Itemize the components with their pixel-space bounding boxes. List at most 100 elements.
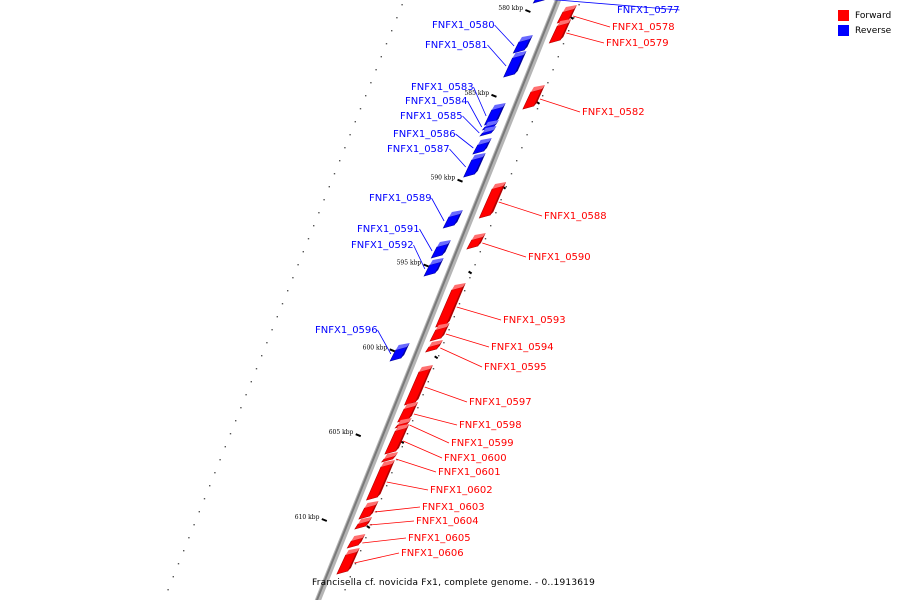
gene-fnfx1-0605 — [346, 534, 366, 549]
gene-label: FNFX1_0588 — [544, 211, 607, 222]
gene-shade — [477, 233, 486, 246]
gene-fnfx1-0588 — [478, 182, 507, 219]
gene-label: FNFX1_0596 — [315, 325, 378, 336]
tick-label: 595 kbp — [397, 260, 422, 267]
leader-line — [362, 537, 407, 544]
leader-line — [494, 24, 515, 47]
gene-label: FNFX1_0598 — [459, 420, 522, 431]
minor-tick — [557, 56, 559, 58]
legend-item-reverse: Reverse — [838, 23, 900, 38]
gene-shade — [408, 402, 419, 419]
gene-label: FNFX1_0604 — [416, 516, 479, 527]
gene-body — [532, 0, 545, 4]
gene-body — [548, 22, 569, 44]
minor-tick — [401, 446, 403, 448]
gene-fnfx1-0598 — [397, 402, 419, 423]
minor-tick — [365, 95, 367, 97]
gene-bevel — [404, 402, 419, 409]
minor-tick — [490, 225, 492, 227]
minor-tick — [198, 511, 200, 513]
gene-bevel — [395, 343, 410, 350]
tick-label: 585 kbp — [464, 90, 489, 97]
leader-line — [467, 100, 483, 128]
leader-line — [369, 520, 415, 526]
gene-fnfx1-0596 — [389, 343, 410, 362]
major-tick-right — [366, 525, 371, 529]
gene-shade — [415, 365, 433, 402]
minor-tick — [573, 17, 575, 19]
minor-tick — [380, 498, 383, 500]
minor-tick — [417, 407, 419, 409]
minor-tick — [510, 173, 513, 175]
leader-line — [456, 306, 502, 321]
leader-line — [455, 133, 474, 149]
leader-line — [395, 458, 437, 473]
minor-tick — [422, 394, 424, 396]
gene-label: FNFX1_0589 — [369, 193, 432, 204]
gene-leader-lines — [354, 0, 680, 564]
minor-tick — [354, 563, 357, 565]
gene-label: FNFX1_0590 — [528, 252, 591, 263]
minor-tick — [354, 121, 356, 123]
minor-tick — [281, 303, 284, 305]
leader-line — [377, 329, 392, 355]
minor-tick — [516, 160, 518, 162]
legend-label-forward: Forward — [855, 10, 892, 21]
major-tick-left — [389, 348, 396, 353]
gene-shade — [436, 340, 443, 349]
gene-shade — [446, 283, 466, 324]
gene-fnfx1-0591 — [430, 240, 451, 259]
gene-label: FNFX1_0593 — [503, 315, 566, 326]
minor-tick — [219, 459, 221, 461]
leader-line — [424, 386, 468, 403]
gene-bevel — [471, 233, 486, 240]
minor-tick — [307, 238, 310, 240]
gene-label: FNFX1_0602 — [430, 485, 493, 496]
minor-tick — [406, 433, 409, 435]
leader-line — [445, 333, 490, 348]
major-ticks: 580 kbp 585 kbp 590 kbp 595 kbp 600 kbp 605 k… — [295, 5, 574, 529]
gene-shade — [365, 517, 373, 526]
minor-tick — [432, 368, 435, 370]
minor-tick — [562, 43, 565, 45]
gene-shade — [441, 323, 450, 338]
gene-shade — [369, 501, 379, 516]
gene-bevel — [429, 258, 444, 265]
minor-tick — [568, 30, 570, 32]
gene-bevel — [484, 120, 499, 127]
minor-tick — [531, 121, 533, 123]
genome-caption: Francisella cf. novicida Fx1, complete g… — [312, 578, 596, 588]
gene-bevel — [436, 240, 451, 247]
gene-fnfx1-0595 — [425, 340, 443, 353]
major-tick-left — [355, 433, 362, 438]
gene-shade — [495, 103, 506, 122]
gene-label: FNFX1_0595 — [484, 362, 547, 373]
gene-shade — [347, 548, 360, 571]
minor-tick — [552, 69, 554, 71]
minor-tick — [386, 485, 388, 487]
gene-shade — [395, 424, 410, 451]
leader-line — [482, 242, 527, 258]
leader-line — [409, 424, 450, 444]
gene-bevel — [351, 534, 366, 541]
minor-tick — [542, 95, 544, 97]
gene-label: FNFX1_0585 — [400, 111, 463, 122]
leader-line — [413, 413, 458, 426]
minor-tick — [240, 407, 242, 409]
minor-tick — [458, 303, 461, 305]
minor-tick — [349, 576, 351, 578]
gene-bevel — [557, 19, 572, 26]
minor-tick — [266, 342, 268, 344]
gene-shade — [435, 258, 444, 273]
leader-line — [473, 86, 487, 117]
leader-line — [487, 44, 507, 67]
gene-label: FNFX1_0577 — [617, 5, 680, 16]
gene-label: FNFX1_0591 — [357, 224, 420, 235]
gene-shade — [483, 138, 492, 151]
minor-tick — [505, 186, 507, 188]
gene-shade — [568, 5, 577, 20]
gene-bevel — [448, 210, 463, 217]
minor-tick — [474, 264, 476, 266]
tick-label: 590 kbp — [431, 175, 456, 182]
gene-bevel — [518, 35, 533, 42]
